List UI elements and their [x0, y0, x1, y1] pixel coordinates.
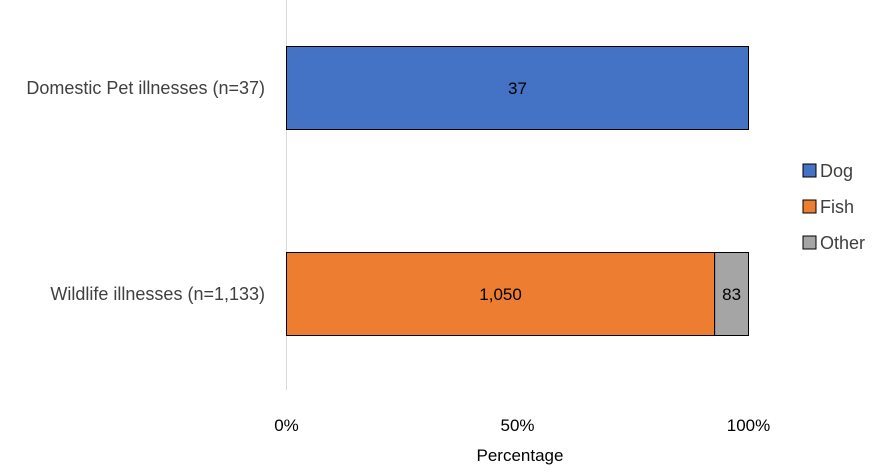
x-tick-label-1: 0%	[274, 416, 299, 435]
bar-dog-1	[286, 46, 749, 130]
legend-label-fish: Fish	[820, 197, 854, 217]
legend-label-dog: Dog	[820, 161, 853, 181]
category-label-2: Wildlife illnesses (n=1,133)	[50, 284, 265, 304]
category-labels: Domestic Pet illnesses (n=37) Wildlife il…	[26, 78, 265, 304]
data-label-fish-2: 1,050	[479, 285, 522, 304]
x-tick-labels: 0% 50% 100%	[274, 416, 770, 435]
x-tick-label-2: 50%	[500, 416, 534, 435]
legend-swatch-other	[802, 235, 817, 250]
legend-swatch-fish	[802, 199, 817, 214]
bar-other-2	[714, 252, 749, 336]
legend-swatch-dog	[802, 163, 817, 178]
data-label-other-2: 83	[722, 285, 741, 304]
bars-group: 37 1,050 83	[286, 46, 749, 336]
bar-fish-2	[286, 252, 716, 336]
x-axis-title: Percentage	[477, 446, 564, 465]
legend: Dog Fish Other	[802, 161, 865, 253]
legend-label-other: Other	[820, 233, 865, 253]
x-tick-label-3: 100%	[727, 416, 770, 435]
data-label-dog-1: 37	[508, 79, 527, 98]
category-label-1: Domestic Pet illnesses (n=37)	[26, 78, 265, 98]
